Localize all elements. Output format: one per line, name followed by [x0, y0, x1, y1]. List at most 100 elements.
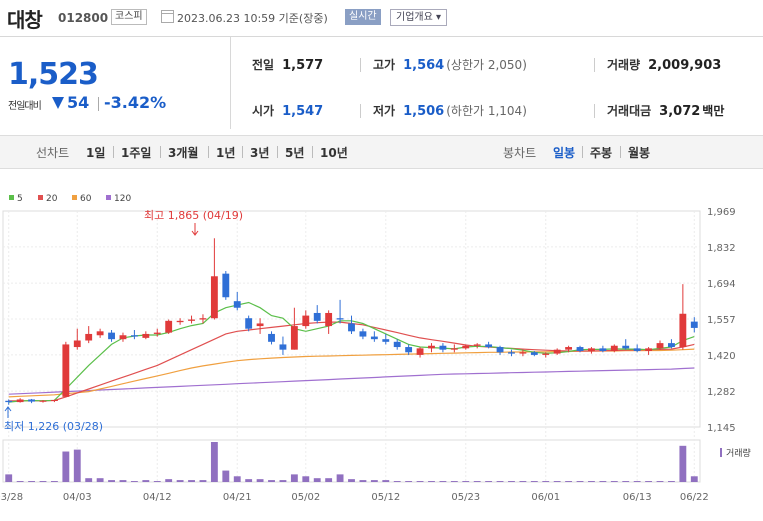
- candle-body: [108, 332, 115, 340]
- candles: [5, 238, 698, 405]
- stat-open: 시가 1,547: [252, 102, 323, 119]
- volume-bar: [279, 480, 287, 482]
- stock-name[interactable]: 대창: [7, 8, 43, 32]
- x-tick-label: 05/23: [451, 492, 480, 503]
- volume-bar: [165, 479, 173, 482]
- candle-body: [405, 347, 413, 353]
- period-3m[interactable]: 3개월: [168, 146, 199, 160]
- legend-ma20: 20: [46, 194, 58, 204]
- period-10y[interactable]: 10년: [320, 146, 348, 160]
- candle-body: [428, 345, 435, 349]
- volume-bar: [382, 480, 390, 482]
- timestamp: 2023.06.23 10:59 기준(장중): [177, 12, 328, 25]
- candle-body: [290, 326, 298, 350]
- realtime-button[interactable]: 실시간: [345, 9, 381, 25]
- candle-body: [473, 344, 481, 346]
- candle-body: [588, 348, 595, 351]
- volume-bar: [450, 481, 458, 482]
- candle-body: [450, 348, 458, 350]
- candle-body: [85, 333, 93, 341]
- stat-high-label: 고가: [373, 58, 396, 72]
- x-tick-label: 03/28: [0, 492, 23, 503]
- min-label: 최저 1,226 (03/28): [4, 420, 103, 433]
- candle-body: [622, 345, 630, 349]
- min-annotation: 최저 1,226 (03/28): [4, 406, 103, 433]
- candle-body: [50, 400, 58, 401]
- volume-bar: [428, 481, 435, 482]
- x-tick-label: 04/12: [143, 492, 172, 503]
- legend-swatch-ma5: [9, 195, 14, 200]
- volume-bar: [188, 480, 195, 482]
- y-tick-label: 1,969: [707, 207, 736, 218]
- company-overview-dropdown[interactable]: 기업개요 ▾: [390, 9, 447, 26]
- volume-bar: [485, 481, 493, 482]
- volume-bar: [119, 480, 127, 482]
- candle-monthly[interactable]: 월봉: [628, 146, 651, 160]
- period-1d[interactable]: 1일: [86, 146, 106, 160]
- divider: [98, 97, 99, 111]
- x-tick-label: 04/03: [63, 492, 92, 503]
- candle-body: [336, 318, 344, 320]
- volume-bar: [359, 480, 367, 482]
- volume-bars: [5, 442, 698, 482]
- divider: [360, 104, 361, 118]
- chart-grid: [2, 210, 701, 483]
- candle-body: [542, 353, 550, 355]
- volume-bar: [473, 481, 481, 482]
- volume-bar: [96, 478, 104, 482]
- volume-bar: [199, 480, 207, 482]
- candle-body: [268, 333, 275, 342]
- volume-bar: [530, 481, 538, 482]
- candle-body: [313, 312, 321, 321]
- axis-labels: 1,969 1,832 1,694 1,557 1,420 1,282 1,145 03/28…: [0, 207, 736, 503]
- calendar-icon: [161, 10, 174, 23]
- candle-body: [256, 323, 264, 327]
- line-chart-label: 선차트: [36, 146, 70, 160]
- divider: [582, 146, 583, 158]
- volume-bar: [313, 478, 321, 482]
- volume-bar: [508, 481, 515, 482]
- volume-bar: [610, 481, 618, 482]
- price-change: 54: [67, 93, 90, 112]
- stat-low-label: 저가: [373, 104, 396, 118]
- candle-body: [679, 313, 687, 348]
- volume-bar: [588, 481, 595, 482]
- volume-bar: [599, 481, 607, 482]
- candle-daily[interactable]: 일봉: [553, 146, 576, 160]
- volume-bar: [496, 481, 504, 482]
- down-arrow-icon: [52, 97, 64, 109]
- y-tick-label: 1,145: [707, 423, 736, 434]
- volume-bar: [416, 481, 424, 482]
- volume-bar: [565, 481, 573, 482]
- volume-bar: [73, 449, 81, 482]
- candle-body: [416, 348, 424, 355]
- divider: [242, 146, 243, 158]
- candle-body: [645, 348, 653, 351]
- period-1y[interactable]: 1년: [216, 146, 236, 160]
- volume-bar: [302, 476, 310, 482]
- candle-weekly[interactable]: 주봉: [590, 146, 613, 160]
- candle-body: [508, 352, 515, 354]
- candle-body: [222, 273, 230, 298]
- period-5y[interactable]: 5년: [285, 146, 305, 160]
- y-tick-label: 1,557: [707, 315, 736, 326]
- price-panel: 1,523 전일대비 54 -3.42%: [0, 37, 230, 129]
- stat-amount-label: 거래대금: [607, 104, 652, 118]
- legend-ma120: 120: [114, 194, 131, 204]
- stat-prev: 전일 1,577: [252, 56, 323, 73]
- candle-body: [245, 318, 253, 329]
- candle-body: [153, 332, 161, 334]
- volume-bar: [393, 481, 401, 482]
- divider: [208, 146, 209, 158]
- period-1w[interactable]: 1주일: [121, 146, 152, 160]
- candle-body: [519, 352, 527, 354]
- period-3y[interactable]: 3년: [250, 146, 270, 160]
- stat-open-label: 시가: [252, 104, 275, 118]
- x-tick-label: 04/21: [223, 492, 252, 503]
- stock-chart[interactable]: 5 20 60 120 1,969 1,832 1,694 1,557 1,420 1,2…: [0, 190, 763, 521]
- panel-divider: [230, 37, 231, 129]
- stat-volume-label: 거래량: [607, 58, 641, 72]
- volume-bar: [142, 480, 150, 482]
- upper-limit: (상한가 2,050): [446, 58, 527, 72]
- volume-bar: [439, 481, 447, 482]
